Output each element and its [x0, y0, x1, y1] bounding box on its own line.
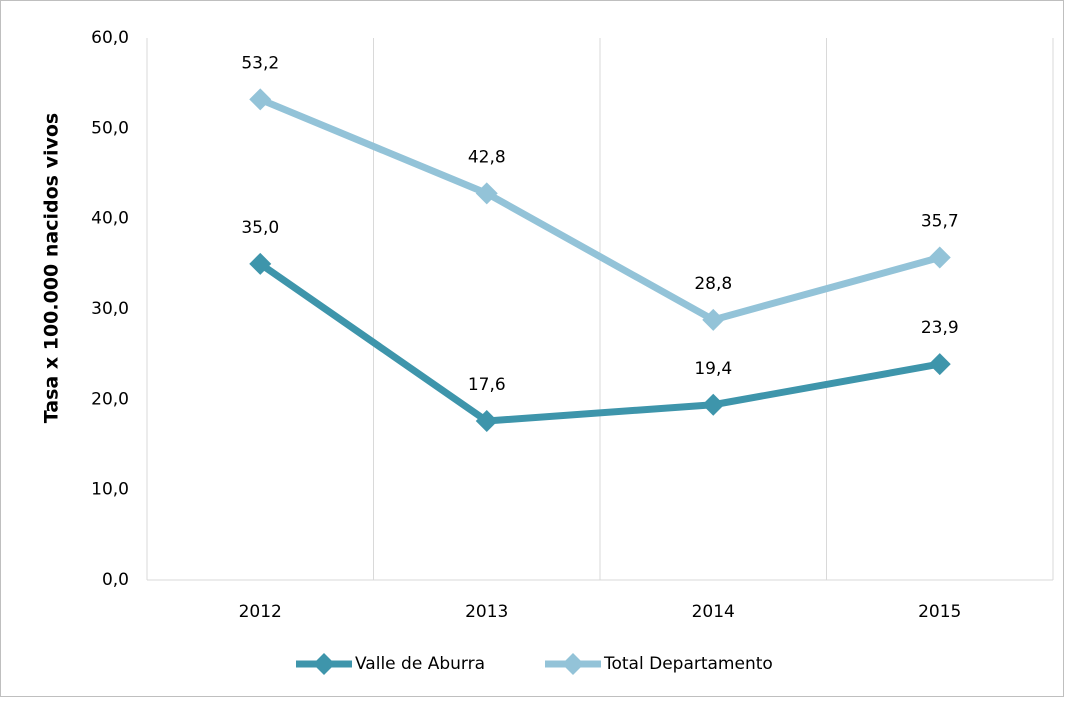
x-tick-label: 2014 [692, 602, 735, 622]
y-tick-label: 0,0 [102, 570, 129, 590]
x-tick-label: 2015 [918, 602, 961, 622]
data-label: 23,9 [921, 318, 959, 338]
y-tick-label: 20,0 [91, 389, 129, 409]
y-tick-label: 50,0 [91, 118, 129, 138]
series-line [258, 96, 941, 324]
data-label: 35,0 [241, 218, 279, 238]
data-label: 28,8 [694, 274, 732, 294]
y-tick-label: 10,0 [91, 480, 129, 500]
y-tick-label: 30,0 [91, 299, 129, 319]
y-tick-label: 60,0 [91, 28, 129, 48]
series-line [258, 260, 941, 425]
data-point [249, 88, 272, 111]
data-point [249, 252, 272, 275]
data-label: 19,4 [694, 359, 732, 379]
legend-label: Total Departamento [603, 654, 773, 674]
data-label: 53,2 [241, 53, 279, 73]
data-point [702, 393, 725, 416]
y-axis-label: Tasa x 100.000 nacidos vivos [41, 113, 63, 423]
data-point [928, 246, 951, 269]
y-tick-label: 40,0 [91, 209, 129, 229]
data-point [475, 410, 498, 433]
data-point [928, 353, 951, 376]
x-tick-label: 2012 [239, 602, 282, 622]
legend-marker [313, 653, 335, 675]
data-point [702, 308, 725, 331]
legend-marker [562, 653, 584, 675]
data-label: 35,7 [921, 212, 959, 232]
data-point [475, 182, 498, 205]
data-label: 42,8 [468, 147, 506, 167]
legend-label: Valle de Aburra [355, 654, 485, 674]
data-label: 17,6 [468, 375, 506, 395]
x-tick-label: 2013 [465, 602, 508, 622]
